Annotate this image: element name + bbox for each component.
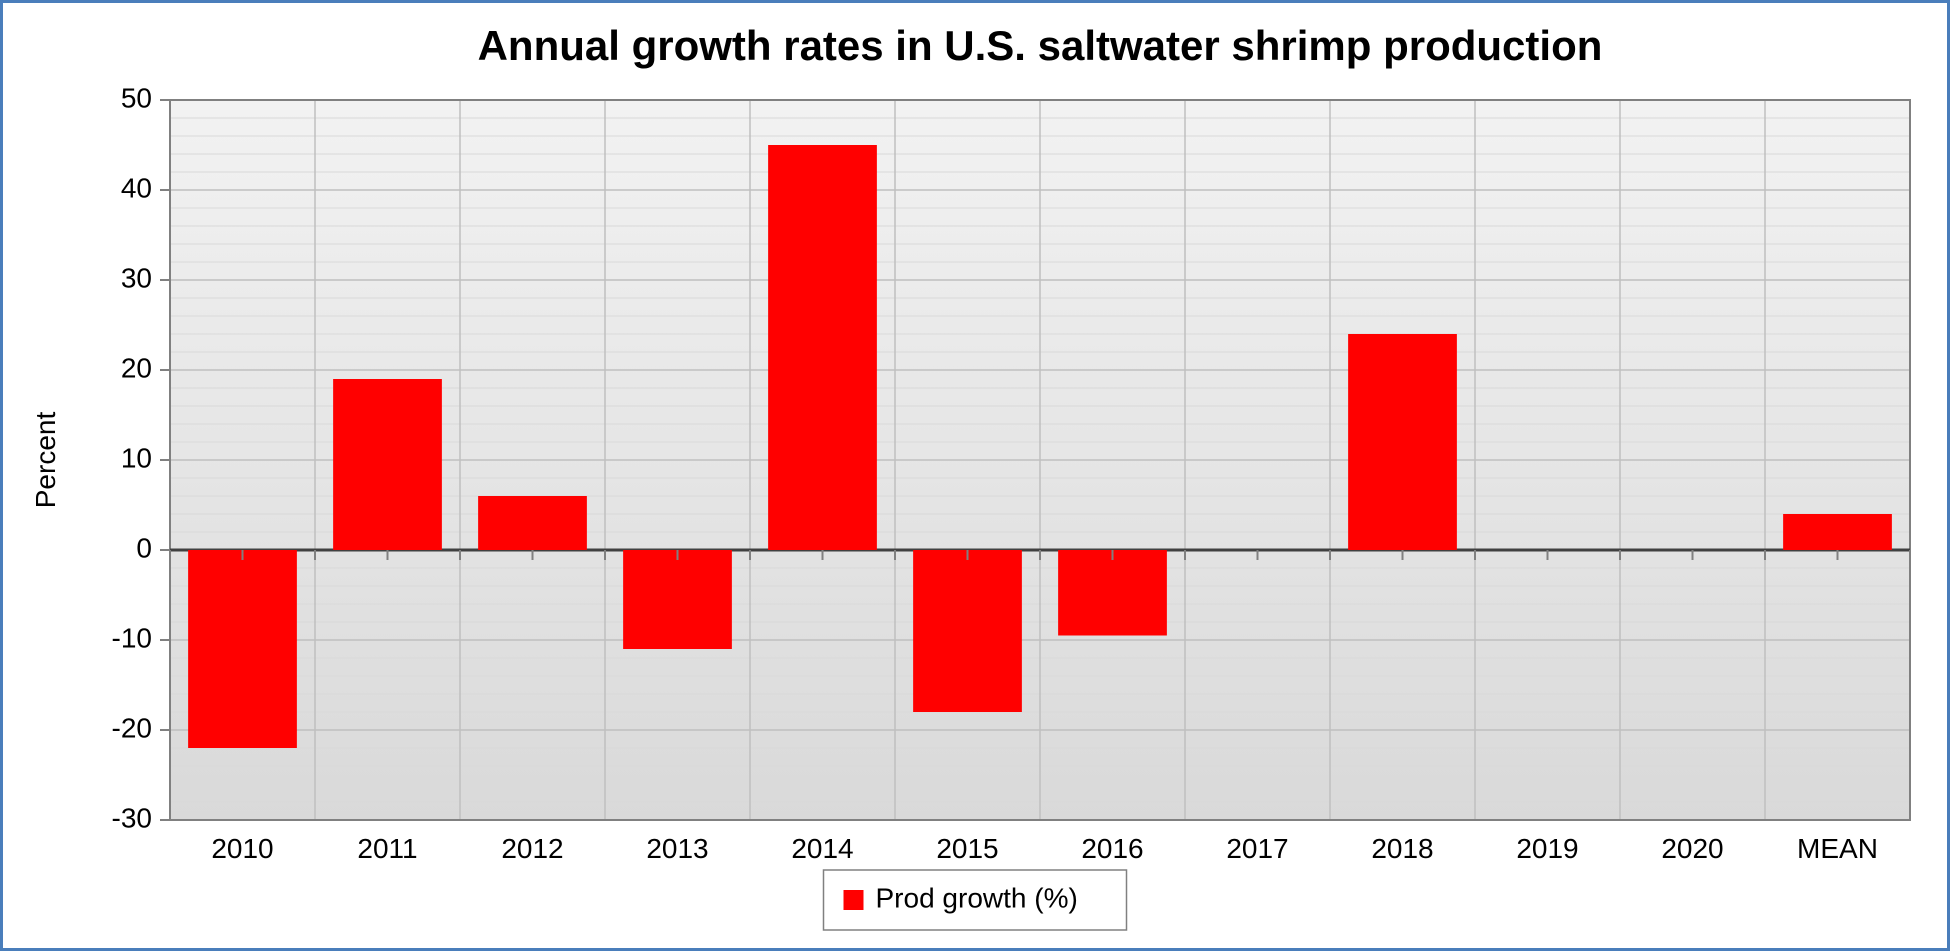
ytick-label: 50 [121,82,152,113]
bar-2011 [333,379,442,550]
ytick-label: -10 [112,622,152,653]
legend-label: Prod growth (%) [876,882,1078,913]
xtick-label: 2012 [501,833,563,864]
chart-svg: -30 -20 -10 0 10 20 30 40 50 2010 2011 2012 2013 2014… [0,0,1950,951]
ytick-label: 0 [136,532,152,563]
ytick-label: 10 [121,442,152,473]
xtick-label: 2014 [791,833,853,864]
xtick-label: 2010 [211,833,273,864]
bar-2013 [623,550,732,649]
xtick-label: 2013 [646,833,708,864]
chart-container: -30 -20 -10 0 10 20 30 40 50 2010 2011 2012 2013 2014… [0,0,1950,951]
y-axis-label: Percent [30,412,61,509]
xtick-label: 2015 [936,833,998,864]
ytick-label: -20 [112,712,152,743]
bar-2010 [188,550,297,748]
ytick-label: 20 [121,352,152,383]
bar-2014 [768,145,877,550]
xtick-label: MEAN [1797,833,1878,864]
xtick-label: 2011 [357,833,417,864]
legend: Prod growth (%) [824,870,1127,930]
bar-2016 [1058,550,1167,636]
xtick-label: 2020 [1661,833,1723,864]
ytick-label: 30 [121,262,152,293]
bar-2012 [478,496,587,550]
bar-MEAN [1783,514,1892,550]
xtick-label: 2018 [1371,833,1433,864]
xtick-label: 2019 [1516,833,1578,864]
ytick-label: 40 [121,172,152,203]
xtick-label: 2016 [1081,833,1143,864]
legend-marker [844,890,864,910]
ytick-label: -30 [112,802,152,833]
bar-2015 [913,550,1022,712]
bar-2018 [1348,334,1457,550]
chart-title: Annual growth rates in U.S. saltwater sh… [478,22,1603,69]
xtick-label: 2017 [1226,833,1288,864]
